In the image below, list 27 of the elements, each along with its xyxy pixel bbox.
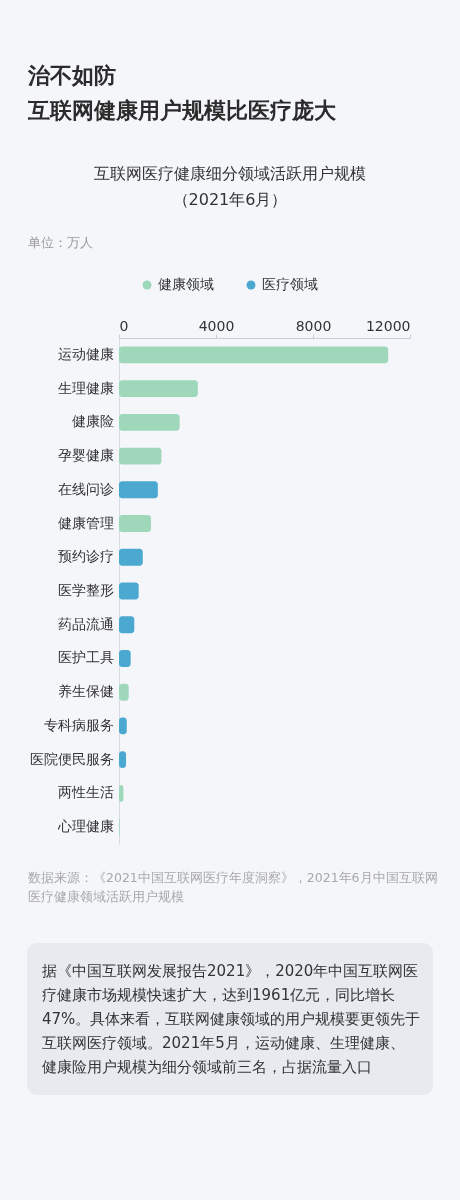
y-tick-label: 医护工具 — [57, 649, 114, 666]
y-tick-label: 健康险 — [71, 413, 114, 430]
chart-title: 治不如防 — [27, 63, 116, 88]
text: 互联网医疗健康细分领域活跃用户规模（2021年6月） — [94, 164, 366, 209]
y-tick-label: 专科病服务 — [43, 716, 114, 733]
legend-label: 医疗领域 — [262, 276, 318, 292]
source-note: 数据来源：《2021中国互联网医疗年度洞察》，2021年6月中国互联网医疗健康领域活跃用户规模 — [28, 870, 438, 904]
x-tick-label: 0 — [119, 317, 129, 334]
x-tick-label: 8000 — [295, 317, 332, 334]
y-tick-label: 预约诊疗 — [57, 548, 114, 565]
y-tick-label: 医院便民服务 — [29, 750, 114, 767]
y-tick-label: 生理健康 — [57, 379, 114, 396]
y-tick-label: 养生保健 — [57, 683, 114, 700]
chart-subtitle: 互联网健康用户规模比医疗庞大 — [27, 98, 337, 123]
x-tick-label: 12000 — [365, 317, 411, 334]
y-tick-label: 运动健康 — [57, 345, 114, 362]
y-tick-label: 两性生活 — [57, 784, 114, 801]
y-tick-label: 健康管理 — [57, 514, 114, 531]
y-tick-label: 孕婴健康 — [57, 447, 114, 464]
legend-label: 健康领域 — [158, 276, 214, 292]
x-tick-label: 4000 — [198, 317, 235, 334]
y-tick-label: 医学整形 — [57, 582, 114, 598]
y-tick-label: 药品流通 — [57, 615, 114, 632]
y-tick-label: 在线问诊 — [57, 480, 114, 497]
text: 单位：万人 — [28, 235, 93, 250]
y-tick-label: 心理健康 — [56, 818, 114, 835]
text: 据《中国互联网发展报告2021》，2020年中国互联网医疗健康市场规模快速扩大，达到1961亿元，同比增长47%。具体来看，互联网健康领域的用户规模要更领先于互联网医疗领域。2021年5月，运动健康、生理健康、健康险用户规模为细分领域前三名，占据流量入口 — [42, 962, 421, 1076]
